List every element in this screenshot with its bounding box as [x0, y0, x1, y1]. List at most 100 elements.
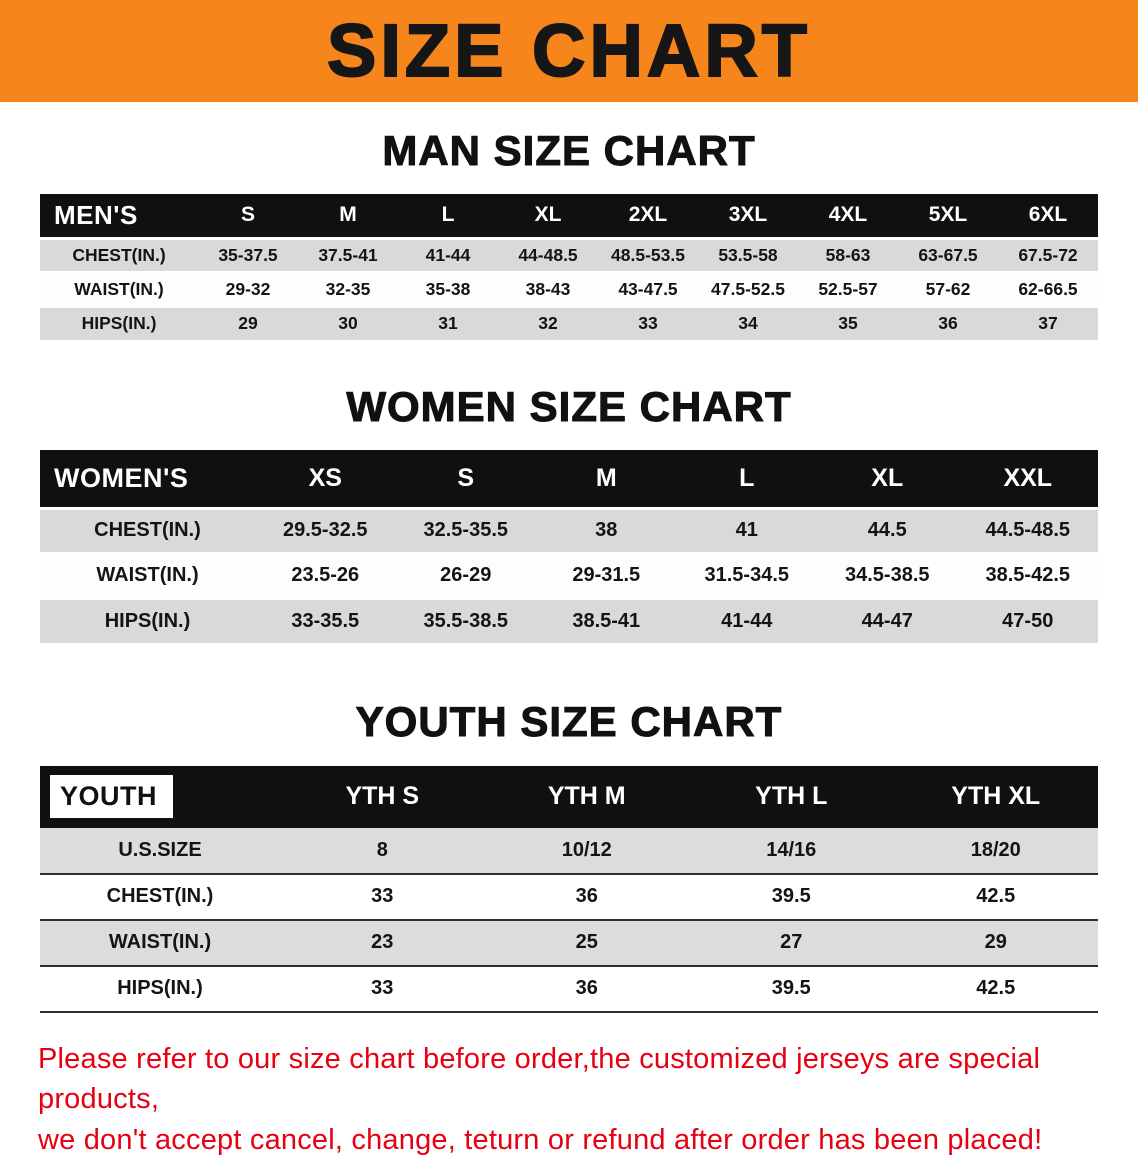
measurement-cell: 63-67.5 — [918, 244, 978, 265]
measurement-cell: 31 — [438, 313, 458, 334]
measurement-row: HIPS(IN.) 33 36 39.5 42.5 — [40, 965, 1098, 1012]
measurement-row-label: U.S.SIZE — [118, 838, 202, 861]
youth-section-heading: YOUTH SIZE CHART — [355, 698, 783, 746]
measurement-cell: 35.5-38.5 — [423, 610, 508, 633]
measurement-cell: 62-66.5 — [1018, 278, 1078, 299]
measurement-cell: 37 — [1038, 313, 1058, 334]
size-chart-banner: SIZE CHART — [0, 0, 1138, 102]
table-title-cell: YOUTH — [40, 765, 280, 828]
measurement-cell: 48.5-53.5 — [611, 244, 685, 265]
measurement-cell: 41-44 — [425, 244, 471, 265]
size-column-header: 2XL — [598, 194, 698, 239]
measurement-cell: 41 — [735, 519, 758, 542]
youth-size-table: YOUTH YTH S YTH M YTH L YTH XL U.S.SIZE 8 10/12… — [40, 765, 1098, 1013]
measurement-cell: 23.5-26 — [291, 564, 360, 587]
measurement-cell: 36 — [575, 977, 598, 1000]
measurement-row: CHEST(IN.) 33 36 39.5 42.5 — [40, 873, 1098, 920]
measurement-cell: 18/20 — [970, 838, 1021, 861]
size-column-header: XXL — [957, 450, 1098, 509]
measurement-cell: 31.5-34.5 — [704, 564, 789, 587]
size-column-header: M — [298, 194, 398, 239]
size-column-header: YTH L — [689, 765, 894, 828]
measurement-cell: 38.5-41 — [572, 610, 641, 633]
measurement-cell: 47-50 — [1002, 610, 1054, 633]
measurement-cell: 43-47.5 — [618, 278, 678, 299]
measurement-cell: 39.5 — [771, 977, 811, 1000]
measurement-row: HIPS(IN.) 29 30 31 32 33 34 35 36 37 — [40, 306, 1098, 341]
table-header-row: MEN'S S M L XL 2XL 3XL 4XL 5XL 6XL — [40, 194, 1098, 239]
measurement-cell: 44.5-48.5 — [985, 519, 1070, 542]
measurement-cell: 35-37.5 — [218, 244, 278, 265]
measurement-row-label: CHEST(IN.) — [106, 885, 214, 908]
men-size-table: MEN'S S M L XL 2XL 3XL 4XL 5XL 6XL CHEST(IN.) 35-37… — [40, 194, 1098, 341]
measurement-row-label: WAIST(IN.) — [74, 278, 164, 299]
size-column-header: S — [395, 450, 536, 509]
measurement-cell: 44.5 — [867, 519, 907, 542]
measurement-row: CHEST(IN.) 35-37.5 37.5-41 41-44 44-48.5 48.5… — [40, 238, 1098, 273]
disclaimer-line-1: Please refer to our size chart before or… — [38, 1042, 1041, 1116]
measurement-cell: 44-48.5 — [518, 244, 578, 265]
measurement-cell: 8 — [376, 838, 388, 861]
table-title: MEN'S — [54, 199, 138, 230]
measurement-cell: 35 — [838, 313, 858, 334]
measurement-cell: 33-35.5 — [291, 610, 360, 633]
measurement-row-label: CHEST(IN.) — [94, 519, 201, 542]
measurement-cell: 29-32 — [225, 278, 271, 299]
men-section-heading: MAN SIZE CHART — [382, 127, 756, 174]
measurement-cell: 14/16 — [766, 838, 817, 861]
measurement-cell: 25 — [575, 931, 598, 954]
measurement-cell: 33 — [371, 977, 394, 1000]
size-column-header: XS — [255, 450, 396, 509]
measurement-cell: 35-38 — [425, 278, 471, 299]
size-column-header: 5XL — [898, 194, 998, 239]
measurement-cell: 67.5-72 — [1018, 244, 1078, 265]
measurement-row: U.S.SIZE 8 10/12 14/16 18/20 — [40, 827, 1098, 874]
measurement-row-label: HIPS(IN.) — [81, 313, 157, 334]
table-title: YOUTH — [50, 775, 173, 819]
size-column-header: 6XL — [998, 194, 1098, 239]
measurement-cell: 47.5-52.5 — [711, 278, 785, 299]
measurement-cell: 26-29 — [440, 564, 492, 587]
measurement-cell: 29.5-32.5 — [282, 519, 368, 542]
measurement-cell: 38.5-42.5 — [985, 564, 1070, 587]
measurement-cell: 41-44 — [721, 610, 773, 633]
measurement-cell: 10/12 — [561, 838, 612, 861]
table-title-cell: MEN'S — [40, 194, 198, 239]
measurement-row: WAIST(IN.) 23.5-26 26-29 29-31.5 31.5-34.5 34… — [40, 553, 1098, 599]
measurement-cell: 39.5 — [771, 885, 811, 908]
measurement-cell: 44-47 — [861, 610, 913, 633]
size-column-header: YTH M — [484, 765, 689, 828]
measurement-row: CHEST(IN.) 29.5-32.5 32.5-35.5 38 41 44.5 44.5… — [40, 508, 1098, 554]
measurement-row-label: CHEST(IN.) — [72, 244, 166, 265]
table-title-cell: WOMEN'S — [40, 450, 255, 509]
measurement-cell: 29 — [238, 313, 258, 334]
measurement-row-label: HIPS(IN.) — [117, 977, 203, 1000]
measurement-cell: 34.5-38.5 — [844, 564, 930, 587]
measurement-cell: 57-62 — [925, 278, 971, 299]
size-column-header: 3XL — [698, 194, 798, 239]
women-section-heading: WOMEN SIZE CHART — [346, 383, 792, 431]
measurement-cell: 32 — [538, 313, 558, 334]
size-column-header: S — [198, 194, 298, 239]
size-column-header: XL — [498, 194, 598, 239]
size-column-header: YTH XL — [893, 765, 1098, 828]
measurement-cell: 36 — [575, 885, 598, 908]
measurement-cell: 23 — [371, 931, 394, 954]
size-column-header: 4XL — [798, 194, 898, 239]
measurement-cell: 52.5-57 — [818, 278, 878, 299]
measurement-cell: 42.5 — [976, 885, 1016, 908]
table-header-row: YOUTH YTH S YTH M YTH L YTH XL — [40, 765, 1098, 828]
measurement-cell: 37.5-41 — [318, 244, 378, 265]
table-header-row: WOMEN'S XS S M L XL XXL — [40, 450, 1098, 509]
measurement-cell: 30 — [338, 313, 358, 334]
measurement-row-label: HIPS(IN.) — [104, 610, 191, 633]
measurement-cell: 53.5-58 — [718, 244, 778, 265]
size-column-header: XL — [817, 450, 958, 509]
measurement-row-label: WAIST(IN.) — [96, 564, 199, 587]
measurement-cell: 32-35 — [325, 278, 371, 299]
measurement-cell: 33 — [371, 885, 394, 908]
measurement-row: WAIST(IN.) 23 25 27 29 — [40, 919, 1098, 966]
measurement-cell: 33 — [638, 313, 658, 334]
measurement-cell: 38 — [595, 519, 618, 542]
measurement-cell: 29-31.5 — [572, 564, 641, 587]
